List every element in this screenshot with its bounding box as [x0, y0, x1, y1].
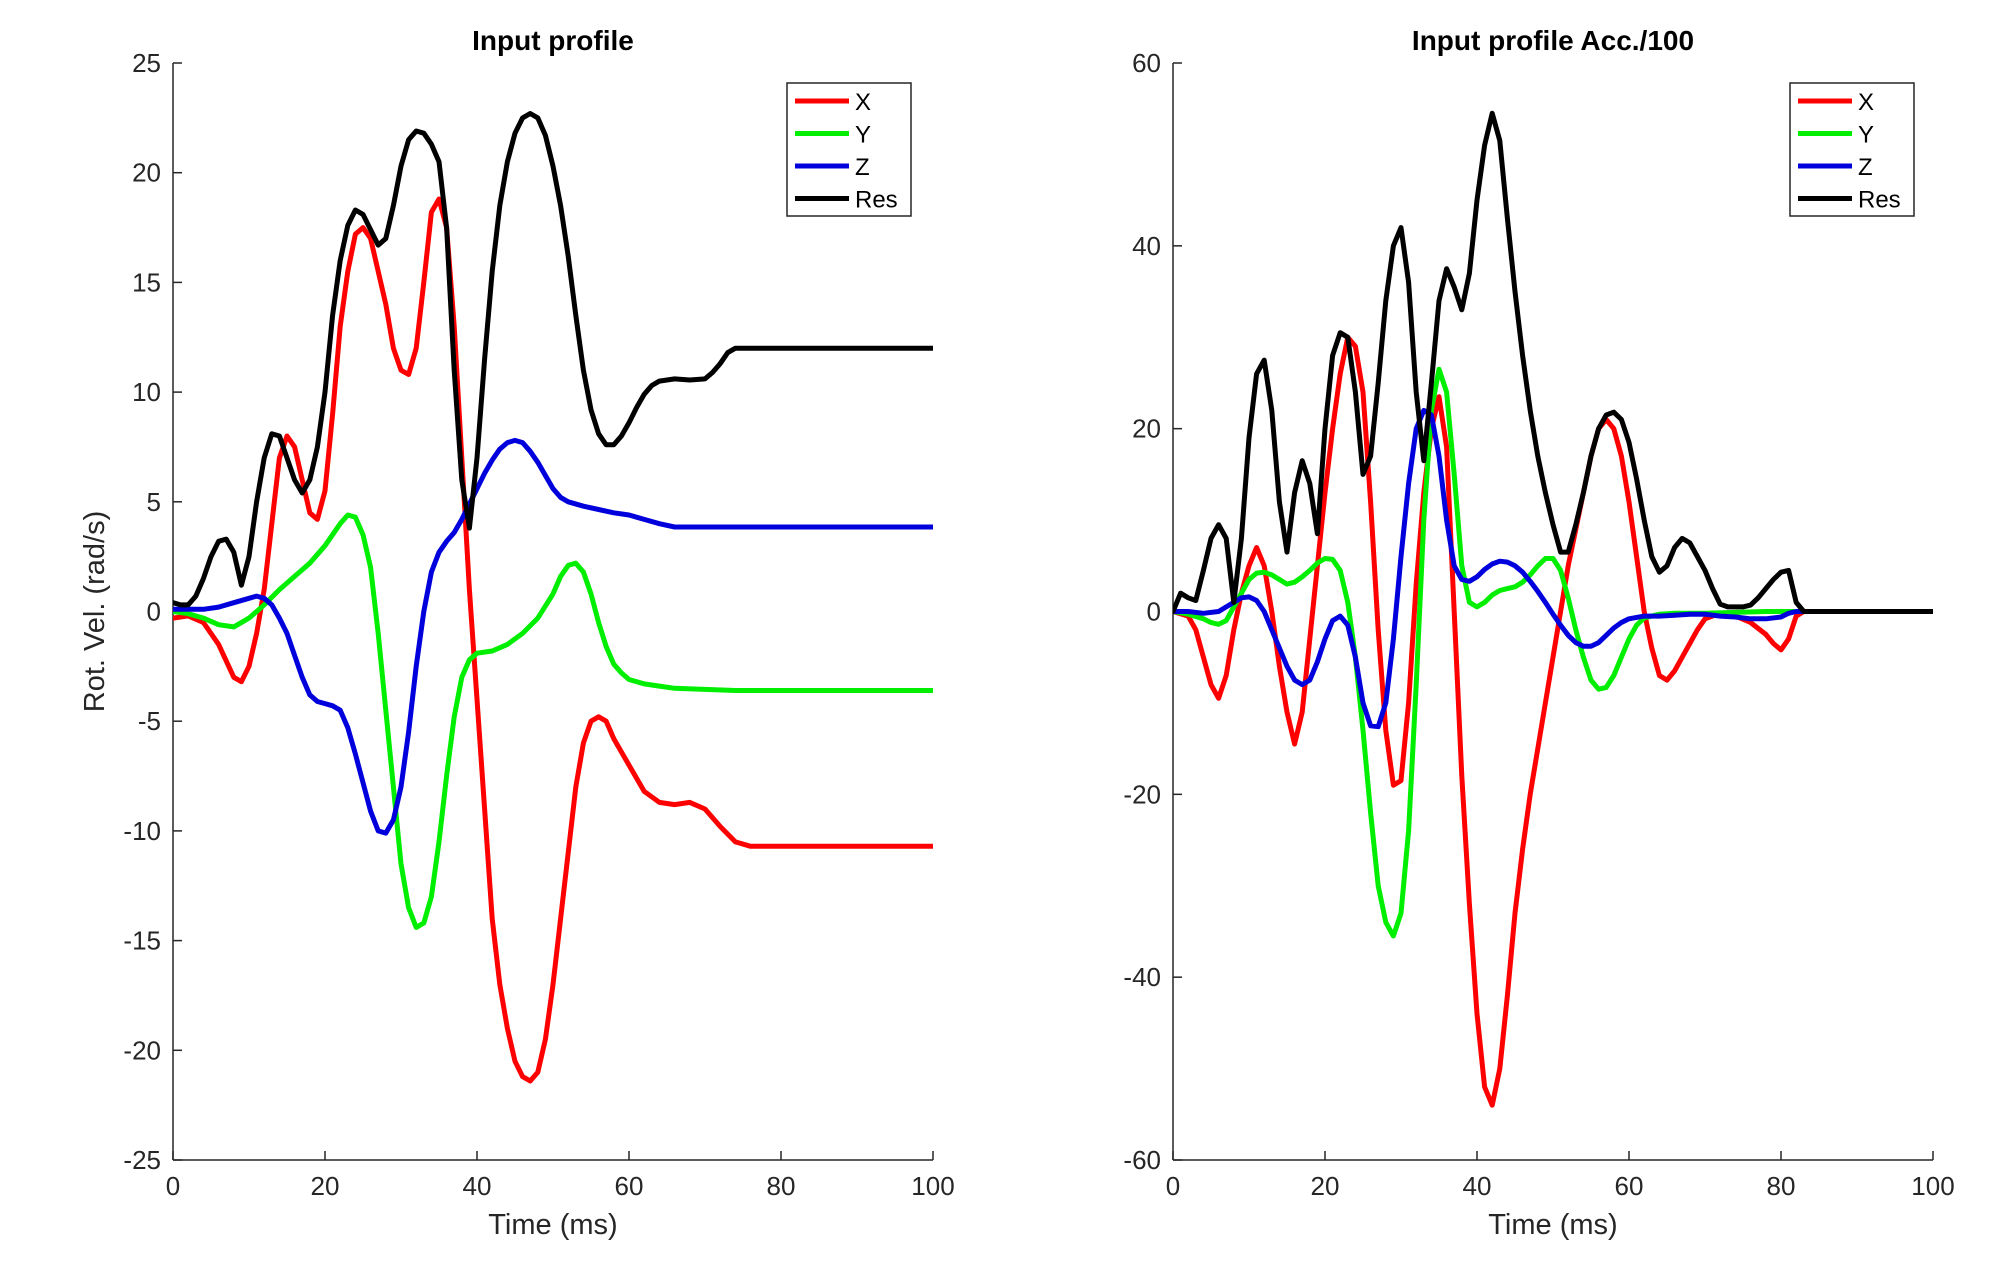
x-tick-label: 100 [1911, 1171, 1954, 1201]
y-tick-label: -40 [1123, 962, 1161, 992]
legend: XYZ Res [1789, 82, 1915, 217]
x-tick-label: 80 [1767, 1171, 1796, 1201]
legend-label-y: Y [1858, 122, 1874, 149]
y-tick-label: -5 [138, 706, 161, 736]
legend-label-x: X [1858, 89, 1874, 116]
y-tick-label: -60 [1123, 1145, 1161, 1175]
chart-title: Input profile [472, 25, 634, 56]
y-tick-label: 5 [147, 487, 161, 517]
y-tick-label: -25 [123, 1145, 161, 1175]
series-line-res [173, 111, 933, 608]
y-tick-label: -10 [123, 816, 161, 846]
y-axis-label: Rot. Vel. (rad/s) [79, 511, 111, 712]
y-tick-label: -20 [1123, 779, 1161, 809]
y-tick-label: 25 [132, 48, 161, 78]
chart-title: Input profile Acc./100 [1412, 25, 1694, 56]
x-tick-label: 60 [1615, 1171, 1644, 1201]
y-tick-label: 20 [1132, 414, 1161, 444]
x-tick-label: 100 [911, 1171, 954, 1201]
y-tick-label: 40 [1132, 231, 1161, 261]
x-tick-label: 0 [1166, 1171, 1180, 1201]
y-tick-label: 0 [147, 597, 161, 627]
series-line-z [1173, 407, 1933, 730]
series-line-x [1173, 334, 1933, 1108]
x-tick-label: 60 [615, 1171, 644, 1201]
x-axis-label: Time (ms) [488, 1209, 617, 1241]
legend-label-res: Res [1858, 187, 1901, 214]
legend: XYZ Res [786, 82, 912, 217]
x-tick-label: 20 [311, 1171, 340, 1201]
series-line-res [1173, 110, 1933, 614]
x-axis-label: Time (ms) [1488, 1209, 1617, 1241]
y-tick-label: 20 [132, 158, 161, 188]
x-tick-label: 20 [1311, 1171, 1340, 1201]
y-tick-label: 60 [1132, 48, 1161, 78]
x-tick-label: 0 [166, 1171, 180, 1201]
x-tick-label: 40 [1463, 1171, 1492, 1201]
legend-box [1789, 82, 1915, 217]
series-line-y [1173, 366, 1933, 939]
series-line-y [173, 512, 933, 930]
y-tick-label: -20 [123, 1035, 161, 1065]
y-tick-label: 0 [1147, 597, 1161, 627]
legend-label-res: Res [855, 187, 898, 214]
y-tick-label: 10 [132, 377, 161, 407]
legend-label-x: X [855, 89, 871, 116]
x-tick-label: 40 [463, 1171, 492, 1201]
x-tick-label: 80 [767, 1171, 796, 1201]
y-tick-label: 15 [132, 267, 161, 297]
series-line-z [173, 437, 933, 836]
y-tick-label: -15 [123, 926, 161, 956]
legend-label-y: Y [855, 122, 871, 149]
legend-label-z: Z [1858, 154, 1873, 181]
legend-box [786, 82, 912, 217]
legend-label-z: Z [855, 154, 870, 181]
